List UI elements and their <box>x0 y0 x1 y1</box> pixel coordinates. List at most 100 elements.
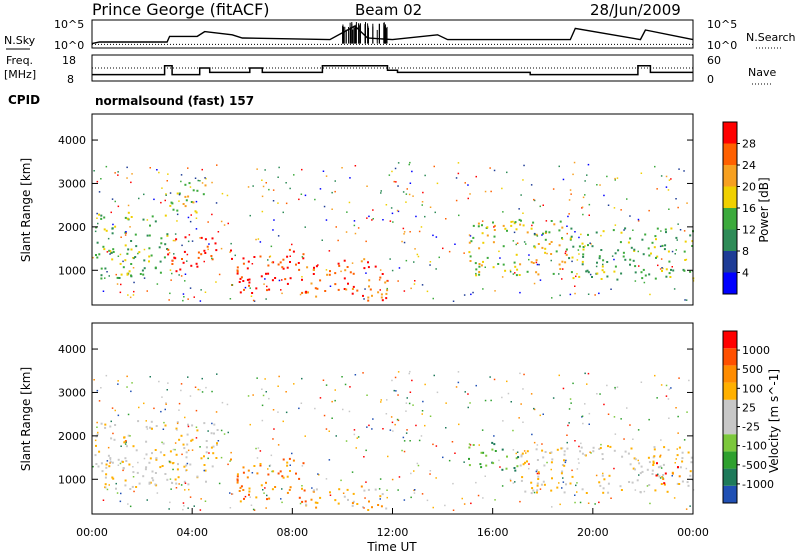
power-cell <box>516 269 518 271</box>
power-cell <box>305 226 307 228</box>
power-cell <box>372 209 374 211</box>
velocity-cell <box>137 472 139 474</box>
power-cell <box>112 232 114 234</box>
power-cell <box>205 238 207 240</box>
power-cell <box>345 289 347 291</box>
velocity-cell <box>534 492 536 494</box>
colorbar-tick-label: 1000 <box>742 344 770 357</box>
power-cell <box>169 205 171 207</box>
power-cell <box>263 186 265 188</box>
velocity-cell <box>167 389 169 391</box>
velocity-cell <box>422 413 424 415</box>
velocity-cell <box>175 483 177 485</box>
power-cell <box>390 220 392 222</box>
ytick-label: 2000 <box>58 221 86 234</box>
power-cell <box>409 162 411 164</box>
velocity-cell <box>104 427 106 429</box>
power-cell <box>686 299 688 301</box>
velocity-cell <box>506 468 508 470</box>
power-cell <box>475 273 477 275</box>
power-cell <box>120 284 122 286</box>
velocity-cell <box>635 489 637 491</box>
velocity-cell <box>202 378 204 380</box>
velocity-cell <box>178 483 180 485</box>
velocity-cell <box>602 475 604 477</box>
velocity-cell <box>661 483 663 485</box>
power-cell <box>278 167 280 169</box>
velocity-cell <box>125 443 127 445</box>
velocity-cell <box>298 478 300 480</box>
power-cell <box>117 277 119 279</box>
power-cell <box>352 288 354 290</box>
power-cell <box>458 173 460 175</box>
power-cell <box>648 255 650 257</box>
velocity-cell <box>603 487 605 489</box>
velocity-cell <box>613 468 615 470</box>
velocity-cell <box>526 460 528 462</box>
power-cell <box>620 273 622 275</box>
velocity-cell <box>180 390 182 392</box>
velocity-cell <box>494 379 496 381</box>
velocity-cell <box>485 400 487 402</box>
velocity-cell <box>108 465 110 467</box>
power-cell <box>654 235 656 237</box>
power-cell <box>250 287 252 289</box>
power-cell <box>465 182 467 184</box>
velocity-cell <box>614 416 616 418</box>
power-cell <box>668 251 670 253</box>
velocity-cell <box>564 491 566 493</box>
velocity-cell <box>195 387 197 389</box>
power-cell <box>270 256 272 258</box>
power-cell <box>165 215 167 217</box>
velocity-cell <box>648 457 650 459</box>
power-cell <box>353 286 355 288</box>
velocity-cell <box>648 484 650 486</box>
power-cell <box>344 269 346 271</box>
velocity-cell <box>687 481 689 483</box>
colorbar-tick-label: 100 <box>742 382 763 395</box>
power-cell <box>126 253 128 255</box>
velocity-cell <box>183 466 185 468</box>
velocity-cell <box>334 400 336 402</box>
velocity-cell <box>245 496 247 498</box>
velocity-cell <box>603 478 605 480</box>
velocity-cell <box>661 384 663 386</box>
colorbar-segment <box>723 365 737 382</box>
power-cell <box>118 256 120 258</box>
velocity-cell <box>437 392 439 394</box>
power-cell <box>203 250 205 252</box>
power-cell <box>338 263 340 265</box>
velocity-cell <box>102 470 104 472</box>
velocity-cell <box>491 442 493 444</box>
power-cell <box>192 240 194 242</box>
power-cell <box>648 210 650 212</box>
colorbar-tick-label: 500 <box>742 363 763 376</box>
power-cell <box>606 276 608 278</box>
power-cell <box>117 174 119 176</box>
power-cell <box>664 248 666 250</box>
power-cell <box>349 177 351 179</box>
station-title: Prince George (fitACF) <box>92 0 270 19</box>
power-cell <box>181 258 183 260</box>
power-cell <box>380 269 382 271</box>
power-cell <box>565 251 567 253</box>
power-cell <box>237 273 239 275</box>
power-cell <box>536 259 538 261</box>
velocity-cell <box>199 389 201 391</box>
velocity-cell <box>229 460 231 462</box>
power-cell <box>391 207 393 209</box>
velocity-cell <box>204 464 206 466</box>
velocity-cell <box>379 488 381 490</box>
power-cell <box>482 232 484 234</box>
velocity-cell <box>584 373 586 375</box>
power-cell <box>188 241 190 243</box>
power-cell <box>253 256 255 258</box>
power-cell <box>319 279 321 281</box>
velocity-cell <box>589 452 591 454</box>
power-cell <box>133 282 135 284</box>
freq-label-1: Freq. <box>6 54 33 67</box>
velocity-cell <box>98 466 100 468</box>
power-cell <box>453 301 455 303</box>
velocity-cell <box>95 454 97 456</box>
velocity-cell <box>568 422 570 424</box>
